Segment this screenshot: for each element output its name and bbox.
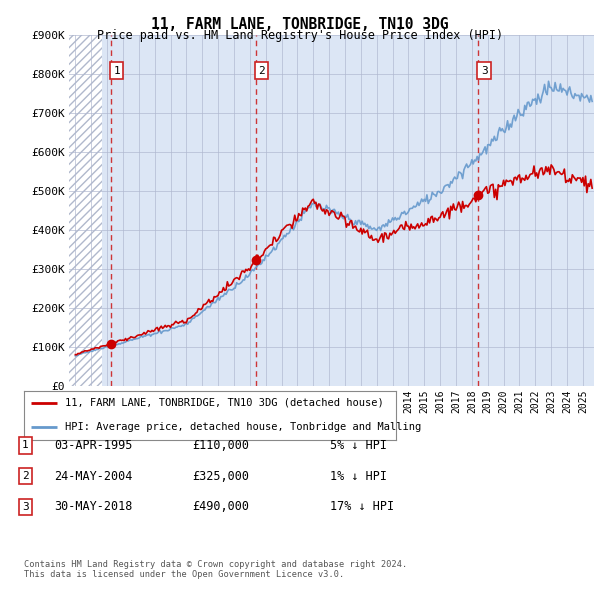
Text: 3: 3 (22, 502, 29, 512)
Text: 3: 3 (481, 65, 488, 76)
Text: £325,000: £325,000 (192, 470, 249, 483)
Text: Price paid vs. HM Land Registry's House Price Index (HPI): Price paid vs. HM Land Registry's House … (97, 30, 503, 42)
Text: 30-MAY-2018: 30-MAY-2018 (54, 500, 133, 513)
Text: 1: 1 (113, 65, 120, 76)
Text: 1: 1 (22, 441, 29, 450)
Text: 2: 2 (22, 471, 29, 481)
Text: 2: 2 (259, 65, 265, 76)
Text: HPI: Average price, detached house, Tonbridge and Malling: HPI: Average price, detached house, Tonb… (65, 422, 421, 432)
Text: 17% ↓ HPI: 17% ↓ HPI (330, 500, 394, 513)
Text: 5% ↓ HPI: 5% ↓ HPI (330, 439, 387, 452)
Text: 1% ↓ HPI: 1% ↓ HPI (330, 470, 387, 483)
Text: £110,000: £110,000 (192, 439, 249, 452)
Text: 11, FARM LANE, TONBRIDGE, TN10 3DG: 11, FARM LANE, TONBRIDGE, TN10 3DG (151, 17, 449, 31)
Text: 11, FARM LANE, TONBRIDGE, TN10 3DG (detached house): 11, FARM LANE, TONBRIDGE, TN10 3DG (deta… (65, 398, 383, 408)
Text: Contains HM Land Registry data © Crown copyright and database right 2024.
This d: Contains HM Land Registry data © Crown c… (24, 560, 407, 579)
Text: 24-MAY-2004: 24-MAY-2004 (54, 470, 133, 483)
Text: 03-APR-1995: 03-APR-1995 (54, 439, 133, 452)
Text: £490,000: £490,000 (192, 500, 249, 513)
